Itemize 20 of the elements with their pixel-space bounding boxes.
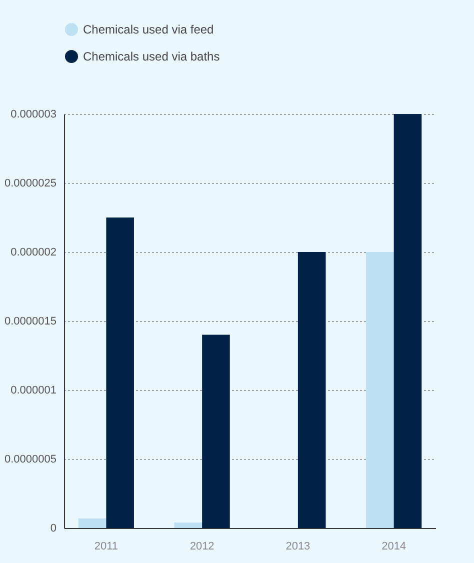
- y-tick-label: 0.000003: [10, 108, 56, 120]
- y-tick-label: 0: [50, 522, 56, 534]
- bar: [174, 522, 202, 528]
- legend-label: Chemicals used via baths: [83, 50, 220, 64]
- legend-label: Chemicals used via feed: [83, 22, 214, 36]
- bar: [366, 252, 394, 528]
- bar: [78, 518, 106, 528]
- y-tick-label: 0.0000005: [4, 454, 56, 466]
- y-tick-label: 0.0000025: [4, 178, 56, 190]
- bar: [394, 114, 422, 528]
- bar: [298, 252, 326, 528]
- x-tick-label: 2012: [190, 540, 214, 552]
- x-tick-label: 2014: [382, 540, 406, 552]
- y-tick-label: 0.0000015: [4, 316, 56, 328]
- x-tick-label: 2013: [286, 540, 310, 552]
- x-tick-label: 2011: [94, 540, 118, 552]
- bar: [202, 334, 230, 528]
- bar: [106, 218, 134, 528]
- y-tick-label: 0.000002: [10, 246, 56, 258]
- y-tick-label: 0.000001: [10, 384, 56, 396]
